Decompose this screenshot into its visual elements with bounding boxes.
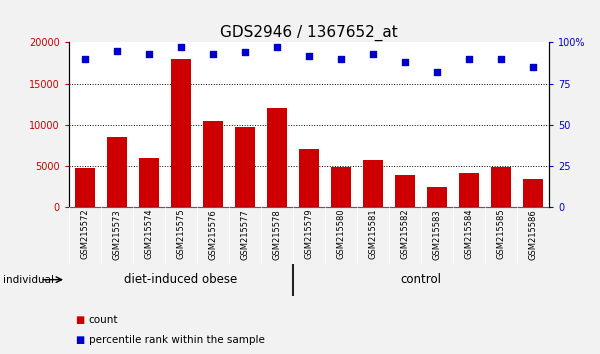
Bar	[76, 169, 95, 207]
Text: GSM215578: GSM215578	[272, 209, 281, 259]
Text: GSM215575: GSM215575	[176, 209, 185, 259]
Point	[336, 56, 346, 62]
Bar	[299, 149, 319, 207]
Point	[240, 50, 250, 55]
Text: ■: ■	[75, 335, 84, 345]
Text: GSM215581: GSM215581	[368, 209, 377, 259]
Title: GDS2946 / 1367652_at: GDS2946 / 1367652_at	[220, 25, 398, 41]
Text: GSM215579: GSM215579	[305, 209, 314, 259]
Text: GSM215585: GSM215585	[497, 209, 505, 259]
Text: GSM215574: GSM215574	[145, 209, 154, 259]
Point	[304, 53, 314, 58]
Bar	[235, 127, 254, 207]
Point	[528, 64, 538, 70]
Bar	[107, 137, 127, 207]
Text: ■: ■	[75, 315, 84, 325]
Text: individual: individual	[3, 275, 54, 285]
Point	[496, 56, 506, 62]
Text: GSM215580: GSM215580	[337, 209, 346, 259]
Text: count: count	[89, 315, 118, 325]
Bar	[395, 175, 415, 207]
Bar	[460, 172, 479, 207]
Text: control: control	[401, 273, 442, 286]
Text: GSM215583: GSM215583	[433, 209, 442, 259]
Bar	[268, 108, 287, 207]
Point	[144, 51, 154, 57]
Point	[80, 56, 90, 62]
Text: GSM215572: GSM215572	[80, 209, 89, 259]
Point	[112, 48, 122, 53]
Bar	[523, 179, 542, 207]
Point	[368, 51, 378, 57]
Text: GSM215584: GSM215584	[464, 209, 473, 259]
Bar	[331, 167, 350, 207]
Bar	[172, 59, 191, 207]
Text: GSM215576: GSM215576	[209, 209, 218, 259]
Point	[464, 56, 474, 62]
Text: GSM215586: GSM215586	[529, 209, 538, 259]
Text: GSM215573: GSM215573	[113, 209, 121, 259]
Text: GSM215582: GSM215582	[401, 209, 409, 259]
Bar	[427, 187, 446, 207]
Point	[432, 69, 442, 75]
Text: percentile rank within the sample: percentile rank within the sample	[89, 335, 265, 345]
Text: diet-induced obese: diet-induced obese	[124, 273, 238, 286]
Text: GSM215577: GSM215577	[241, 209, 250, 259]
Point	[208, 51, 218, 57]
Bar	[203, 121, 223, 207]
Point	[400, 59, 410, 65]
Point	[272, 45, 282, 50]
Point	[176, 45, 186, 50]
Bar	[364, 160, 383, 207]
Bar	[139, 158, 158, 207]
Bar	[491, 167, 511, 207]
